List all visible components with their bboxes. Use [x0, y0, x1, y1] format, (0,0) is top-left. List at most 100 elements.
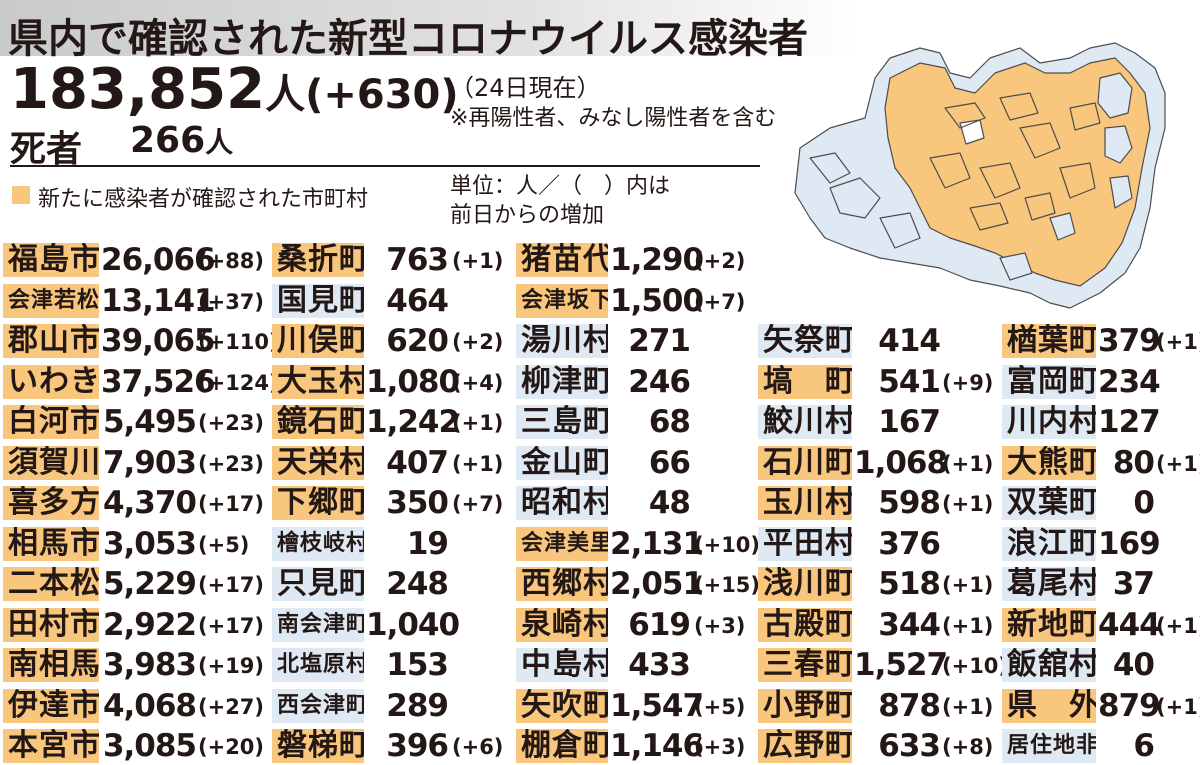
table-row: 浅川町 518 (+1) [0, 567, 1200, 601]
municipality-name: 会津坂下町 [516, 283, 608, 318]
case-count: 19 [406, 525, 449, 562]
case-count: 1,547 [610, 687, 704, 724]
case-count: 620 [386, 323, 449, 359]
municipality-name: 浪江町 [1002, 526, 1096, 561]
case-count: 234 [1098, 363, 1161, 400]
total-unit: 人 [265, 72, 306, 118]
case-count: 7,903 [102, 444, 197, 481]
municipality-name: 川内村 [1002, 405, 1096, 439]
case-diff: (+17) [198, 613, 265, 638]
case-diff: (+1) [452, 451, 504, 476]
case-diff: (+10) [942, 654, 1009, 678]
municipality-name: 相馬市 [3, 526, 99, 561]
table-row: 二本松市5,229(+17) [0, 567, 1200, 601]
total-cases: 183,852人(+630) [10, 60, 459, 125]
case-count: 169 [1098, 525, 1161, 562]
case-count: 1,290 [610, 242, 704, 278]
municipality-name: 富岡町 [1002, 364, 1096, 399]
table-row: いわき市37,526(+124) [0, 364, 1200, 399]
municipality-name: 葛尾村 [1002, 567, 1096, 601]
deaths-value: 266 [130, 120, 206, 161]
case-count: 48 [648, 485, 691, 521]
case-count: 414 [878, 323, 941, 359]
table-row: 鏡石町 1,242 (+1) [0, 405, 1200, 439]
table-row: 金山町 66 [0, 445, 1200, 480]
municipality-name: 居住地非公表 [1002, 729, 1096, 763]
case-diff: (+2) [452, 330, 504, 354]
municipality-name: 玉川村 [758, 486, 852, 520]
legend-swatch [12, 186, 30, 204]
municipality-name: 天栄村 [272, 445, 364, 480]
table-row: 西会津町 289 [0, 687, 1200, 724]
case-diff: (+88) [198, 249, 265, 273]
municipality-name: 鏡石町 [272, 405, 364, 439]
municipality-name: 鮫川村 [758, 405, 852, 439]
case-count: 518 [878, 566, 941, 602]
table-row: 磐梯町 396 (+6) [0, 729, 1200, 763]
case-diff: (+1) [942, 492, 994, 516]
table-row: 玉川村 598 (+1) [0, 486, 1200, 520]
case-diff: (+23) [198, 411, 265, 435]
total-value: 183,852 [10, 57, 266, 122]
case-count: 2,051 [610, 566, 704, 602]
case-count: 4,370 [102, 485, 197, 521]
case-count: 464 [386, 282, 449, 319]
case-count: 271 [628, 323, 691, 359]
municipality-name: 磐梯町 [272, 729, 364, 763]
case-count: 407 [386, 444, 449, 481]
case-count: 1,146 [610, 728, 704, 764]
total-diff: (+630) [305, 72, 459, 118]
case-count: 289 [386, 687, 449, 724]
case-diff: (+5) [694, 694, 746, 719]
case-diff: (+6) [452, 735, 504, 759]
table-row: 郡山市 39,065 (+110) [0, 324, 1200, 358]
case-count: 619 [628, 606, 691, 643]
municipality-name: 檜枝岐村 [272, 526, 364, 561]
municipality-name: 田村市 [3, 607, 99, 642]
table-row: 下郷町 350 (+7) [0, 486, 1200, 520]
case-count: 246 [628, 363, 691, 400]
table-row: 桑折町 763 (+1) [0, 243, 1200, 277]
table-row: 伊達市 4,068 (+27) [0, 688, 1200, 723]
table-row: 南相馬市3,983(+19) [0, 648, 1200, 682]
case-diff: (+3) [694, 613, 746, 638]
fukushima-map [794, 42, 1166, 309]
case-count: 3,983 [102, 647, 197, 683]
case-diff: (+1) [452, 249, 504, 273]
deaths-unit: 人 [205, 126, 234, 159]
table-row: 双葉町 0 [0, 486, 1200, 520]
table-row: 只見町 248 [0, 567, 1200, 601]
municipality-name: 塙 町 [758, 364, 852, 399]
municipality-name: 県 外 [1002, 688, 1096, 723]
table-row: 昭和村 48 [0, 486, 1200, 520]
table-row: 相馬市 3,053 (+5) [0, 526, 1200, 561]
case-diff: (+3) [694, 735, 746, 759]
case-count: 379 [1098, 323, 1161, 359]
case-diff: (+5) [198, 532, 250, 557]
case-count: 344 [878, 606, 941, 643]
case-count: 433 [628, 647, 691, 683]
case-count: 633 [878, 728, 941, 764]
municipality-name: 湯川村 [516, 324, 608, 358]
municipality-name: 西会津町 [272, 688, 364, 723]
case-diff: (+23) [198, 451, 265, 476]
municipality-name: 大玉村 [272, 364, 364, 399]
deaths-count: 266人 [130, 120, 233, 161]
table-row: 矢祭町 414 [0, 324, 1200, 358]
table-row: 喜多方市4,370(+17) [0, 486, 1200, 520]
municipality-name: 三島町 [516, 405, 608, 439]
case-diff: (+7) [452, 492, 504, 516]
municipality-name: 石川町 [758, 445, 852, 480]
table-row: 柳津町 246 [0, 363, 1200, 400]
case-count: 5,495 [102, 404, 197, 440]
case-count: 6 [1133, 728, 1155, 764]
case-diff: (+20) [198, 735, 265, 759]
case-count: 2,922 [102, 606, 197, 643]
table-row: 猪苗代町1,290(+2) [0, 243, 1200, 277]
municipality-name: 郡山市 [3, 324, 99, 358]
case-diff: (+19) [198, 654, 265, 678]
